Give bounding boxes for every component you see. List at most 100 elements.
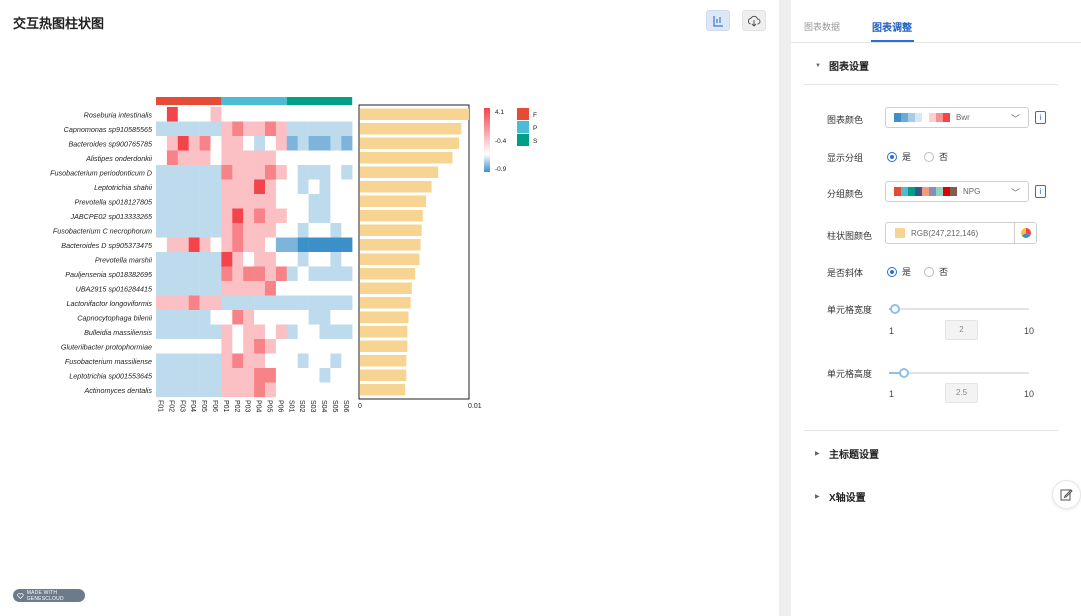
bar	[360, 282, 412, 294]
heatmap-cell	[308, 310, 320, 325]
heatmap-cell	[166, 324, 178, 340]
edit-icon	[1060, 489, 1073, 501]
group-color-select[interactable]: NPG ﹀	[885, 181, 1029, 202]
heatmap-cell	[210, 194, 222, 209]
heatmap-cell	[199, 382, 211, 398]
heatmap-cell	[166, 295, 178, 311]
heatmap-cell	[232, 266, 244, 282]
show-group-yes-radio[interactable]	[887, 151, 897, 162]
heatmap-cell	[221, 339, 233, 354]
bar	[360, 297, 411, 309]
heatmap-cell	[308, 252, 320, 267]
heatmap-cell	[275, 223, 287, 238]
heatmap-cell	[199, 208, 211, 224]
italic-yes-radio[interactable]	[887, 266, 897, 277]
section-x-axis-settings[interactable]: ▶ X轴设置	[815, 489, 866, 504]
bar	[360, 152, 453, 164]
heatmap-cell	[275, 382, 287, 398]
heatmap-cell	[210, 353, 222, 369]
heatmap-cell	[243, 136, 255, 151]
colorbar-mid-label: -0.4	[495, 138, 507, 145]
active-tab-indicator	[871, 40, 914, 42]
heatmap-cell	[232, 310, 244, 325]
heatmap-cell	[286, 252, 298, 267]
chart-type-button[interactable]	[706, 10, 730, 31]
heatmap-cell	[319, 382, 331, 398]
heatmap-cell	[232, 295, 244, 311]
heatmap-cell	[166, 368, 178, 383]
cell-width-slider[interactable]	[889, 304, 1029, 314]
heatmap-cell	[156, 237, 168, 253]
heatmap-cell	[254, 121, 266, 137]
row-label: Pauljensenia sp018382695	[65, 270, 153, 279]
heatmap-cell	[265, 208, 277, 224]
edit-note-button[interactable]	[1052, 480, 1081, 509]
bar	[360, 369, 407, 381]
section-chart-settings[interactable]: ▼ 图表设置	[815, 58, 869, 73]
cell-width-input[interactable]: 2	[945, 320, 978, 340]
heatmap-cell	[177, 165, 189, 180]
section-main-title-settings[interactable]: ▶ 主标题设置	[815, 446, 879, 461]
cell-width-label: 单元格宽度	[827, 305, 873, 315]
heatmap-cell	[308, 324, 320, 340]
heatmap-cell	[221, 353, 233, 369]
heatmap-cell	[308, 281, 320, 296]
heatmap-cell	[341, 150, 353, 166]
heatmap-cell	[199, 324, 211, 340]
chevron-down-icon: ﹀	[1010, 188, 1020, 198]
heatmap-cell	[221, 194, 233, 209]
info-icon[interactable]: i	[1035, 185, 1046, 198]
chart-color-select[interactable]: Bwr ﹀	[885, 107, 1029, 128]
heatmap-cell	[232, 353, 244, 369]
row-label: Leptotrichia sp001553645	[69, 371, 153, 380]
tab-chart-adjust[interactable]: 图表调整	[872, 23, 912, 34]
row-label: Bacteroides sp900765785	[68, 139, 153, 148]
heatmap-cell	[330, 266, 342, 282]
slider-handle[interactable]	[899, 368, 909, 378]
heatmap-cell	[221, 136, 233, 151]
cell-height-slider[interactable]	[889, 368, 1029, 378]
heatmap-cell	[232, 237, 244, 253]
bar-color-input[interactable]: RGB(247,212,146)	[885, 222, 1037, 244]
cell-height-input[interactable]: 2.5	[945, 383, 978, 403]
heatmap-cell	[156, 281, 168, 296]
info-icon[interactable]: i	[1035, 111, 1046, 124]
heatmap-cell	[265, 150, 277, 166]
made-with-badge[interactable]: MADE WITH GENESCLOUD	[13, 589, 85, 602]
bar	[360, 340, 408, 352]
divider-line	[804, 430, 1058, 431]
heatmap-cell	[199, 121, 211, 137]
tab-chart-data[interactable]: 图表数据	[804, 22, 841, 32]
heatmap-cell	[319, 266, 331, 282]
heatmap-cell	[177, 179, 189, 195]
italic-radios: 是 否	[887, 265, 948, 278]
heatmap-cell	[254, 339, 266, 354]
color-picker-button[interactable]	[1014, 223, 1036, 243]
heatmap-cell	[341, 266, 353, 282]
chart-color-value: Bwr	[956, 113, 970, 122]
colorbar-min-label: -0.9	[495, 166, 507, 173]
heatmap-cell	[330, 107, 342, 122]
slider-handle[interactable]	[890, 304, 900, 314]
heatmap-cell	[275, 150, 287, 166]
heatmap-cell	[254, 165, 266, 180]
show-group-no-radio[interactable]	[924, 151, 935, 162]
heatmap-cell	[177, 121, 189, 137]
heatmap-cell	[297, 121, 309, 137]
heatmap-cell	[297, 252, 309, 267]
heatmap-cell	[319, 237, 331, 253]
download-button[interactable]	[742, 10, 766, 31]
heatmap-cell	[330, 208, 342, 224]
heatmap-cell	[243, 179, 255, 195]
heatmap-cell	[319, 150, 331, 166]
row-label: Capnomonas sp910585565	[64, 125, 153, 134]
heatmap-cell	[243, 150, 255, 166]
heatmap-cell	[232, 121, 244, 137]
heatmap-cell	[199, 165, 211, 180]
heatmap-cell	[232, 194, 244, 209]
column-label: S04	[320, 400, 327, 413]
heatmap-cell	[254, 237, 266, 253]
italic-no-radio[interactable]	[924, 266, 935, 277]
heatmap-cell	[297, 295, 309, 311]
heatmap-cell	[341, 339, 353, 354]
